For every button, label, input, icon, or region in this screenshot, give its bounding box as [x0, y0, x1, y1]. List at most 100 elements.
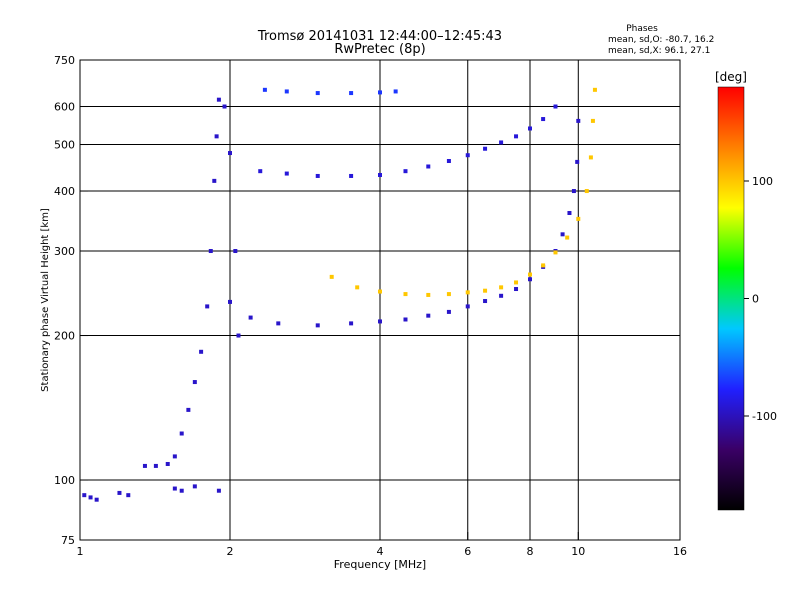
- data-point: [553, 250, 558, 255]
- data-point: [205, 304, 210, 309]
- data-point: [82, 493, 87, 498]
- data-point: [588, 155, 593, 160]
- data-point: [216, 97, 221, 102]
- data-point: [446, 159, 451, 164]
- data-point: [172, 486, 177, 491]
- y-tick-label: 75: [61, 534, 75, 547]
- data-point: [179, 488, 184, 493]
- data-point: [426, 164, 431, 169]
- data-point: [142, 463, 147, 468]
- y-tick-label: 600: [54, 101, 75, 114]
- data-point: [153, 463, 158, 468]
- data-point: [483, 146, 488, 151]
- data-point: [575, 159, 580, 164]
- y-tick-label: 750: [54, 54, 75, 67]
- data-point: [355, 285, 360, 290]
- data-point: [446, 292, 451, 297]
- colorbar-label: [deg]: [715, 70, 747, 84]
- data-point: [560, 232, 565, 237]
- data-point: [94, 497, 99, 502]
- data-point: [126, 493, 131, 498]
- data-point: [514, 287, 519, 292]
- colorbar-tick-label: 0: [752, 293, 759, 306]
- data-point: [276, 321, 281, 326]
- data-point: [284, 89, 289, 94]
- x-tick-label: 16: [673, 545, 687, 558]
- data-point: [349, 321, 354, 326]
- data-point: [315, 91, 320, 96]
- data-point: [541, 263, 546, 268]
- data-point: [228, 299, 232, 304]
- grid-lines: [80, 60, 680, 540]
- colorbar: [717, 86, 745, 511]
- data-point: [284, 171, 289, 176]
- scatter-points: [82, 87, 597, 502]
- data-point: [378, 90, 382, 95]
- x-axis-label: Frequency [MHz]: [334, 558, 426, 571]
- data-point: [592, 87, 597, 92]
- data-point: [233, 249, 238, 254]
- data-point: [584, 189, 589, 194]
- data-point: [403, 169, 408, 174]
- data-point: [541, 117, 546, 122]
- data-point: [499, 285, 504, 290]
- data-point: [576, 118, 581, 123]
- data-point: [499, 140, 504, 145]
- x-tick-label: 2: [227, 545, 234, 558]
- data-point: [567, 211, 572, 216]
- data-point: [446, 309, 451, 314]
- data-point: [214, 134, 219, 139]
- data-point: [228, 151, 232, 156]
- stats-heading: Phases: [626, 24, 658, 34]
- data-point: [528, 277, 532, 282]
- data-point: [208, 249, 213, 254]
- x-tick-label: 4: [377, 545, 384, 558]
- chart-subtitle: RwPretec (8p): [334, 42, 425, 57]
- data-point: [565, 235, 570, 240]
- data-point: [117, 490, 122, 495]
- x-axis-ticks: 1 2 4 6 8 10 16: [77, 532, 687, 558]
- data-point: [590, 118, 595, 123]
- data-point: [212, 178, 217, 183]
- data-point: [465, 290, 470, 295]
- data-point: [426, 313, 431, 318]
- data-point: [528, 272, 532, 277]
- data-point: [192, 484, 197, 489]
- data-point: [553, 104, 558, 109]
- data-point: [499, 293, 504, 298]
- data-point: [88, 495, 93, 500]
- data-point: [514, 280, 519, 285]
- data-point: [236, 333, 241, 338]
- data-point: [199, 349, 204, 354]
- data-point: [262, 87, 267, 92]
- data-point: [483, 288, 488, 293]
- y-axis-label: Stationary phase Virtual Height [km]: [40, 208, 51, 392]
- data-point: [378, 172, 382, 177]
- data-point: [329, 274, 334, 279]
- data-point: [258, 169, 263, 174]
- data-point: [179, 431, 184, 436]
- stats-x-mode: mean, sd,X: 96.1, 27.1: [608, 46, 710, 56]
- colorbar-ticks: 100 0 -100: [744, 175, 777, 423]
- data-point: [349, 173, 354, 178]
- data-point: [465, 304, 470, 309]
- data-point: [172, 454, 177, 459]
- data-point: [222, 104, 227, 109]
- data-point: [571, 189, 576, 194]
- data-point: [378, 289, 382, 294]
- x-tick-label: 1: [77, 545, 84, 558]
- data-point: [216, 488, 221, 493]
- x-tick-label: 10: [571, 545, 585, 558]
- data-point: [483, 299, 488, 304]
- y-tick-label: 500: [54, 139, 75, 152]
- data-point: [248, 315, 253, 320]
- stats-o-mode: mean, sd,O: -80.7, 16.2: [608, 35, 714, 45]
- data-point: [426, 292, 431, 297]
- y-tick-label: 300: [54, 245, 75, 258]
- data-point: [378, 319, 382, 324]
- data-point: [465, 153, 470, 158]
- data-point: [403, 292, 408, 297]
- y-tick-label: 200: [54, 330, 75, 343]
- data-point: [393, 89, 398, 94]
